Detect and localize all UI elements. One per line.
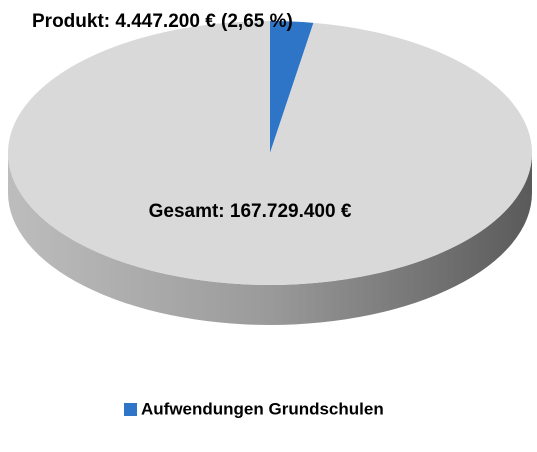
pie-slice	[270, 21, 314, 153]
slice-label: Produkt: 4.447.200 € (2,65 %)	[32, 11, 293, 32]
legend-label: Aufwendungen Grundschulen	[141, 399, 384, 418]
pie-side	[8, 153, 532, 325]
pie-rest	[7, 21, 532, 285]
legend-swatch	[124, 403, 137, 416]
total-label: Gesamt: 167.729.400 €	[149, 201, 352, 222]
pie	[7, 21, 532, 325]
